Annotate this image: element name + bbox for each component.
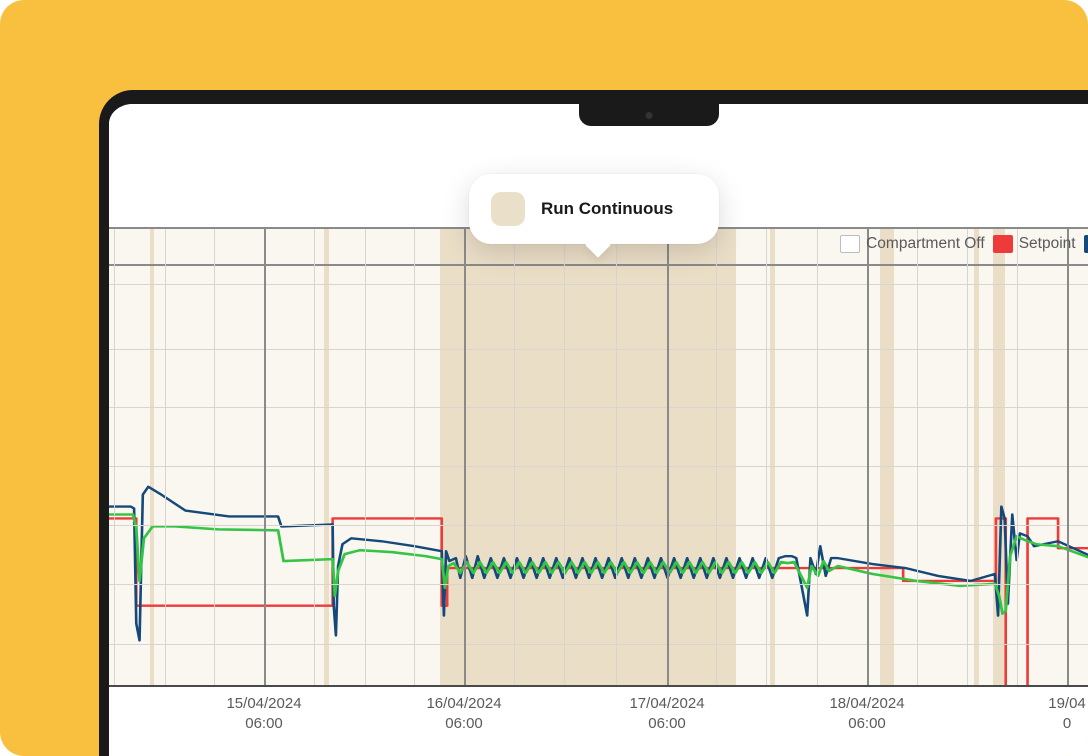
tooltip-run-continuous: Run Continuous [469, 174, 719, 244]
laptop-notch [579, 104, 719, 126]
vgridline [214, 229, 215, 685]
vgridline [716, 229, 717, 685]
vgridline [564, 229, 565, 685]
x-tick-label: 15/04/202406:00 [226, 694, 301, 735]
hgridline [109, 466, 1088, 467]
mockup-frame: Compartment Off Setpoint Supply 15/04/20… [0, 0, 1088, 756]
vgridline-day [1067, 229, 1069, 685]
chart-legend: Compartment Off Setpoint Supply [840, 235, 1088, 253]
x-tick-label: 18/04/202406:00 [829, 694, 904, 735]
legend-swatch [993, 235, 1013, 253]
tooltip-label: Run Continuous [541, 199, 673, 219]
screen: Compartment Off Setpoint Supply 15/04/20… [109, 104, 1088, 756]
x-tick-label: 17/04/202406:00 [629, 694, 704, 735]
vgridline [917, 229, 918, 685]
temperature-chart[interactable]: Compartment Off Setpoint Supply [109, 227, 1088, 687]
hgridline [109, 349, 1088, 350]
hgridline [109, 525, 1088, 526]
vgridline [616, 229, 617, 685]
legend-item-compartment-off[interactable]: Compartment Off [840, 235, 985, 253]
chart-lines [109, 229, 1088, 685]
vgridline [817, 229, 818, 685]
legend-swatch [840, 235, 860, 253]
legend-label: Setpoint [1019, 235, 1076, 253]
vgridline [114, 229, 115, 685]
vgridline-day [264, 229, 266, 685]
legend-item-setpoint[interactable]: Setpoint [993, 235, 1076, 253]
vgridline [967, 229, 968, 685]
hgridline [109, 407, 1088, 408]
vgridline [514, 229, 515, 685]
vgridline-day [667, 229, 669, 685]
legend-label: Compartment Off [866, 235, 985, 253]
legend-swatch [1084, 235, 1088, 253]
vgridline [165, 229, 166, 685]
vgridline [1017, 229, 1018, 685]
hgridline [109, 644, 1088, 645]
vgridline [314, 229, 315, 685]
x-tick-label: 19/040 [1048, 694, 1086, 735]
vgridline [766, 229, 767, 685]
tooltip-swatch [491, 192, 525, 226]
vgridline [365, 229, 366, 685]
legend-item-supply[interactable]: Supply [1084, 235, 1088, 253]
hgridline [109, 584, 1088, 585]
x-axis-labels: 15/04/202406:00 16/04/202406:00 17/04/2024… [109, 694, 1088, 744]
laptop-bezel: Compartment Off Setpoint Supply 15/04/20… [99, 90, 1088, 756]
x-tick-label: 16/04/202406:00 [426, 694, 501, 735]
vgridline [414, 229, 415, 685]
vgridline-day [464, 229, 466, 685]
vgridline-day [867, 229, 869, 685]
hgridline [109, 284, 1088, 285]
